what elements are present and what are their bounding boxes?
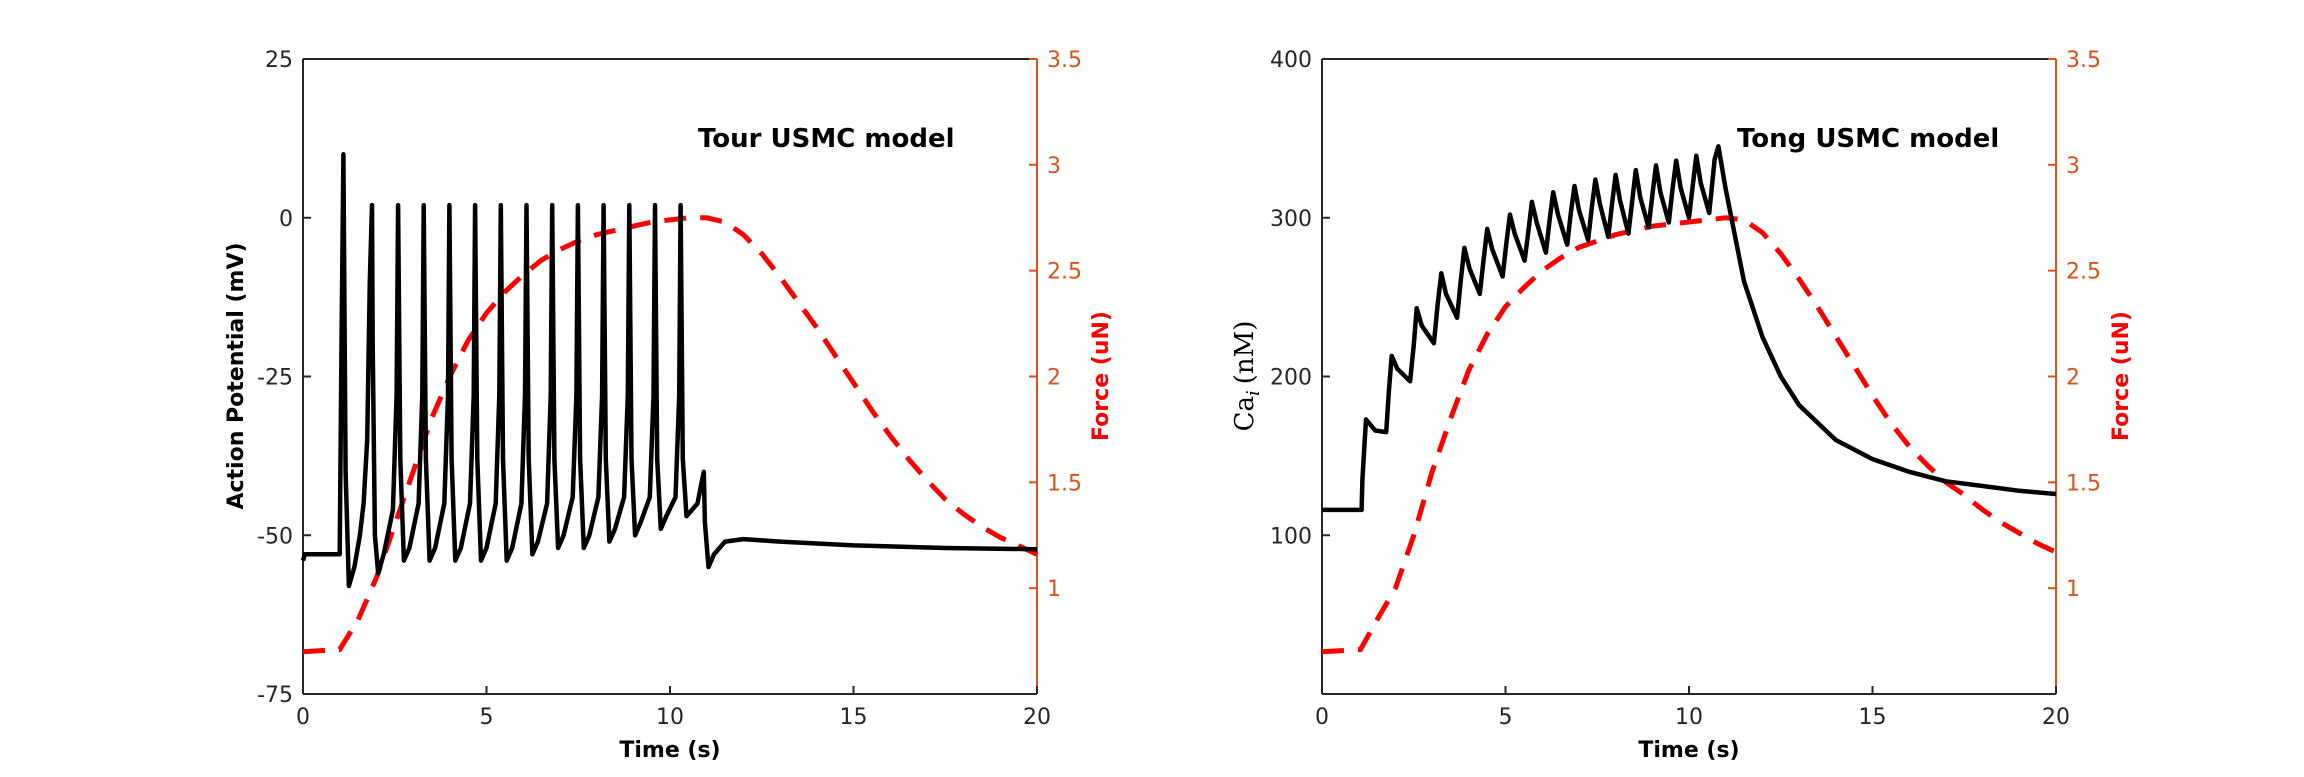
y-tick-group: 25 0 -25 -50 -75: [257, 48, 311, 708]
x-tick-label: 20: [2042, 705, 2070, 730]
x-tick-label: 15: [1859, 705, 1887, 730]
x-tick-label: 5: [480, 705, 494, 730]
y-right-tick-label: 1.5: [2066, 471, 2101, 496]
y-axis-label-unit: (nM): [1230, 321, 1260, 385]
x-tick-label: 5: [1499, 705, 1513, 730]
y-right-axis-label: Force (uN): [2109, 311, 2134, 441]
x-tick-label: 10: [1675, 705, 1703, 730]
y-tick-label: 200: [1270, 366, 1312, 391]
force-series-line: [1321, 215, 2058, 655]
calcium-series-line: [1322, 144, 2057, 513]
x-tick-label: 10: [656, 705, 684, 730]
x-axis-label: Time (s): [1638, 738, 1739, 763]
y-axis-label: Action Potential (mV): [224, 242, 249, 509]
x-tick-label: 15: [840, 705, 868, 730]
y-right-axis-label: Force (uN): [1089, 311, 1114, 441]
y-axis-label: Cai (nM): [1230, 321, 1264, 432]
calcium-panel: 0 5 10 15 20 400 300 200 100 3.5 3 2.5 2 1.5 1 Tong …: [1230, 48, 2134, 763]
y-tick-label: 100: [1270, 524, 1312, 549]
y-tick-label: 0: [279, 207, 293, 232]
model-annotation: Tour USMC model: [698, 124, 954, 154]
y-right-tick-label: 3: [1047, 154, 1061, 179]
x-tick-group: 0 5 10 15 20: [1315, 686, 2070, 730]
y-tick-label: 400: [1270, 48, 1312, 73]
model-annotation: Tong USMC model: [1737, 124, 1999, 154]
y-tick-label: -25: [257, 366, 293, 391]
x-tick-label: 0: [296, 705, 310, 730]
y-tick-group: 400 300 200 100: [1270, 48, 1330, 549]
y-right-tick-label: 3.5: [2066, 48, 2101, 73]
y-right-tick-label: 2: [2066, 366, 2080, 391]
y-tick-label: -50: [257, 524, 293, 549]
y-right-tick-label: 3.5: [1047, 48, 1082, 73]
y-tick-label: 25: [265, 48, 293, 73]
action-potential-panel: 0 5 10 15 20 25 0 -25 -50 -75 3.5 3 2.5 2 1.5 1 Tour …: [224, 48, 1114, 763]
y-tick-label: -75: [257, 683, 293, 708]
y-right-tick-label: 1.5: [1047, 471, 1082, 496]
y-right-tick-label: 2: [1047, 366, 1061, 391]
y-right-tick-label: 3: [2066, 154, 2080, 179]
x-tick-label: 20: [1023, 705, 1051, 730]
y-right-tick-group: 3.5 3 2.5 2 1.5 1: [2048, 48, 2101, 602]
x-tick-label: 0: [1315, 705, 1329, 730]
y-axis-label-base: Ca: [1230, 396, 1260, 431]
y-axis-label-subscript: i: [1243, 390, 1264, 396]
y-right-tick-label: 2.5: [2066, 260, 2101, 285]
y-right-tick-group: 3.5 3 2.5 2 1.5 1: [1029, 48, 1082, 602]
y-tick-label: 300: [1270, 207, 1312, 232]
y-right-tick-label: 2.5: [1047, 260, 1082, 285]
y-right-tick-label: 1: [1047, 577, 1061, 602]
x-tick-group: 0 5 10 15 20: [296, 686, 1051, 730]
x-axis-label: Time (s): [619, 738, 720, 763]
y-right-tick-label: 1: [2066, 577, 2080, 602]
action-potential-series-line: [300, 152, 1038, 589]
